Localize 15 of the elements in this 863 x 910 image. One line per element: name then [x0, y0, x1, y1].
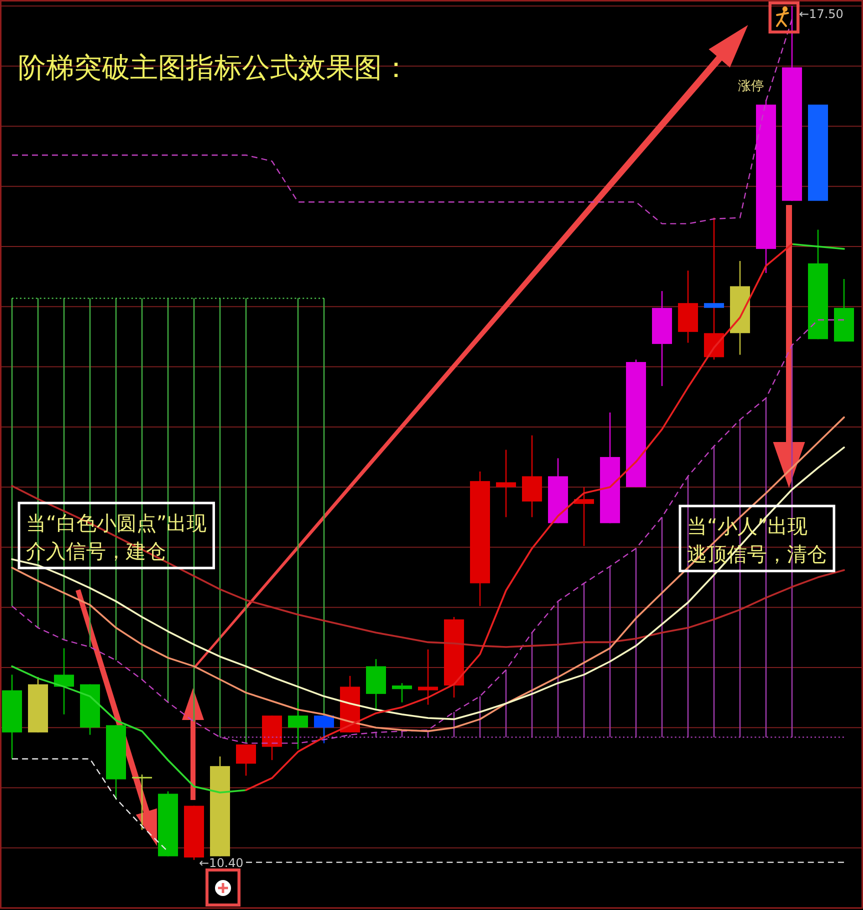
annotation: 涨停: [738, 79, 764, 94]
candlestick: [236, 744, 256, 776]
annotation: ←17.50: [799, 7, 844, 22]
text: 阶梯突破主图指标公式效果图：: [18, 51, 410, 84]
candlestick: [132, 774, 152, 830]
candlestick: [288, 702, 308, 750]
candlestick: [314, 714, 334, 744]
candlestick: [392, 682, 412, 703]
candlestick: [496, 449, 516, 518]
candlestick: [418, 648, 438, 706]
candlestick: [54, 648, 74, 715]
bar: [808, 104, 828, 201]
annotation: ←10.40: [199, 856, 244, 870]
bar: [704, 303, 724, 308]
candlestick: [574, 486, 594, 547]
